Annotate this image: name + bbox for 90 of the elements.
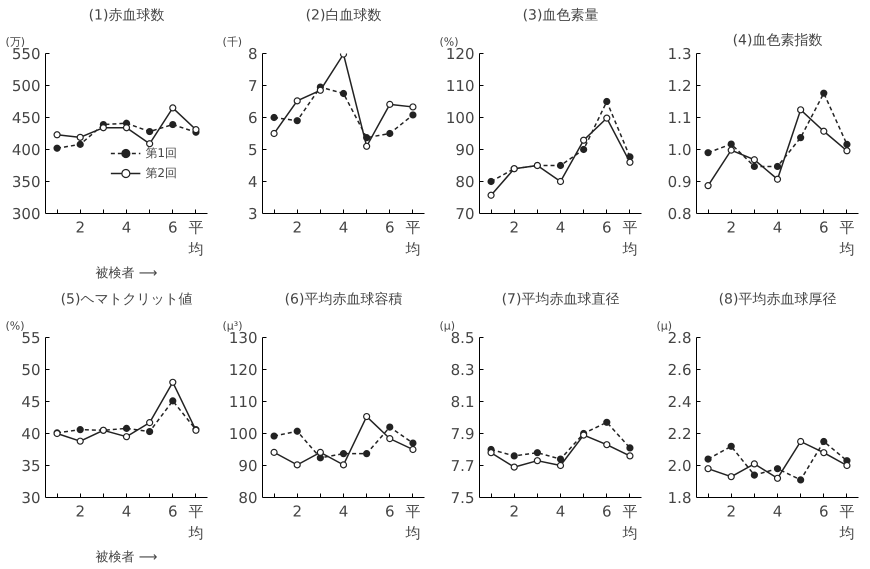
x-tick-label: 6 [602,218,612,236]
chart-title: (2)白血球数 [306,8,382,24]
y-tick-label: 1.3 [668,45,692,63]
y-tick-label: 2.4 [668,393,692,411]
y-axis-title: (μ³) [222,320,242,332]
x-tick-label: 平均 [621,502,638,542]
y-tick-label: 2.6 [668,361,692,379]
x-tick-label: 6 [819,218,829,236]
y-tick-label: 40 [21,425,41,443]
x-tick-label: 4 [122,502,132,520]
y-tick-label: 3 [248,205,258,223]
y-tick-label: 100 [228,425,258,443]
y-tick-label: 110 [228,393,258,411]
x-tick-label: 2 [75,502,85,520]
y-tick-label: 80 [455,173,475,191]
x-tick-label: 4 [338,218,348,236]
legend-label: 第2回 [145,164,177,182]
y-tick-label: 1.0 [668,141,692,159]
x-tick-label: 6 [819,502,829,520]
y-tick-label: 1.2 [668,77,692,95]
y-tick-label: 120 [228,361,258,379]
y-tick-label: 7.7 [450,457,475,475]
y-tick-label: 80 [238,489,258,507]
y-axis-title: (千) [222,36,242,48]
x-axis-title: 被検者 ⟶ [96,266,158,282]
y-tick-label: 450 [12,109,41,127]
legend-label: 第1回 [145,144,177,162]
x-tick-label: 平均 [404,218,420,258]
x-tick-label: 平均 [187,502,204,542]
y-tick-label: 8 [248,45,258,63]
y-tick-label: 30 [21,489,41,507]
x-tick-label: 6 [168,502,178,520]
x-tick-label: 6 [602,502,612,520]
y-tick-label: 35 [21,457,41,475]
chart-title: (5)ヘマトクリット値 [60,292,192,308]
y-tick-label: 1.8 [668,489,692,507]
x-tick-label: 平均 [404,502,420,542]
x-tick-label: 4 [556,218,566,236]
y-tick-label: 0.9 [668,173,692,191]
y-tick-label: 350 [12,173,41,191]
y-tick-label: 2.2 [668,425,692,443]
chart-title: (6)平均赤血球容積 [284,292,402,308]
y-tick-label: 7.9 [450,425,475,443]
y-tick-label: 2.0 [668,457,692,475]
x-tick-label: 6 [385,502,395,520]
x-tick-label: 6 [168,218,178,236]
y-tick-label: 400 [12,141,41,159]
x-tick-label: 2 [292,502,302,520]
y-tick-label: 8.1 [450,393,475,411]
y-tick-label: 7.5 [450,489,475,507]
y-axis-title: (%) [440,36,459,48]
x-tick-label: 2 [509,502,519,520]
x-tick-label: 4 [772,502,782,520]
y-tick-label: 4 [248,173,258,191]
y-tick-label: 90 [238,457,258,475]
x-tick-label: 2 [509,218,519,236]
y-tick-label: 45 [21,393,41,411]
y-tick-label: 50 [21,361,41,379]
y-tick-label: 90 [455,141,475,159]
y-tick-label: 1.1 [668,109,692,127]
chart-title: (7)平均赤血球直径 [502,292,620,308]
x-tick-label: 平均 [187,218,204,258]
chart-title: (4)血色素指数 [732,32,822,48]
x-tick-label: 2 [726,218,736,236]
y-tick-label: 500 [12,77,41,95]
x-tick-label: 2 [75,218,85,236]
x-axis-title: 被検者 ⟶ [96,550,158,566]
chart-title: (1)赤血球数 [88,8,164,24]
chart-title: (8)平均赤血球厚径 [718,292,836,308]
y-tick-label: 0.8 [668,205,692,223]
y-axis-title: (万) [6,36,26,48]
y-tick-label: 100 [446,109,475,127]
y-tick-label: 110 [446,77,475,95]
x-tick-label: 平均 [838,218,854,258]
x-tick-label: 4 [338,502,348,520]
y-tick-label: 6 [248,109,258,127]
y-tick-label: 300 [12,205,41,223]
x-tick-label: 6 [385,218,395,236]
x-tick-label: 4 [122,218,132,236]
x-tick-label: 平均 [621,218,638,258]
y-tick-label: 7 [248,77,258,95]
x-tick-label: 2 [726,502,736,520]
x-tick-label: 4 [556,502,566,520]
y-tick-label: 8.3 [450,361,475,379]
x-tick-label: 平均 [838,502,854,542]
y-tick-label: 70 [455,205,475,223]
y-tick-label: 5 [248,141,258,159]
x-tick-label: 2 [292,218,302,236]
chart-title: (3)血色素量 [522,8,598,24]
x-tick-label: 4 [772,218,782,236]
